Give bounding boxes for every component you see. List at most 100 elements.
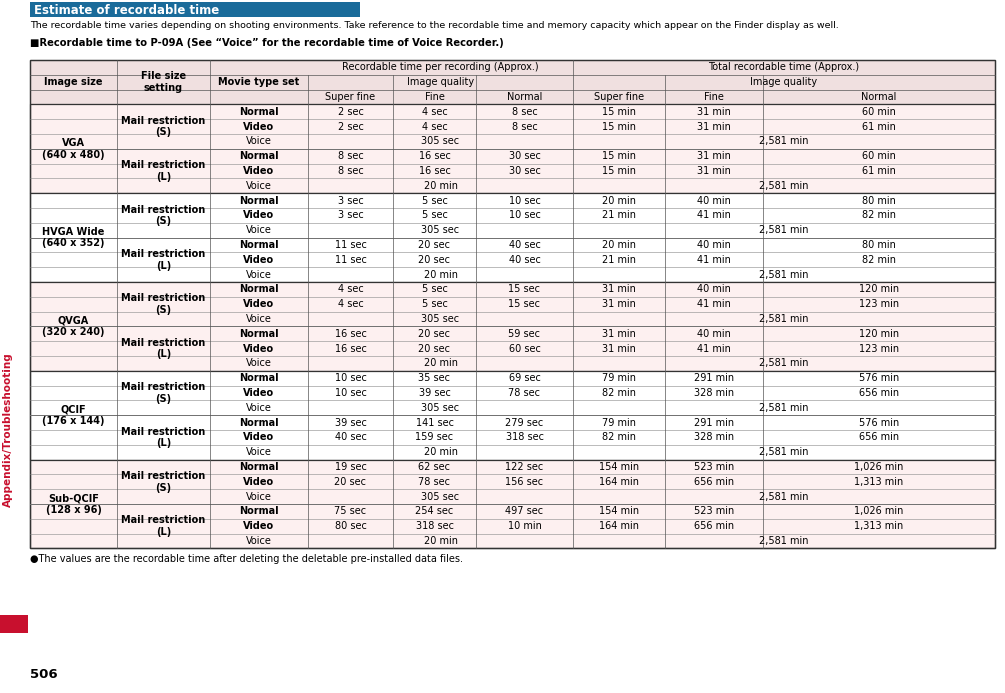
Text: 2,581 min: 2,581 min (759, 403, 809, 413)
Text: 19 sec: 19 sec (335, 462, 367, 472)
Text: Fine: Fine (424, 92, 444, 102)
Text: Image quality: Image quality (407, 77, 474, 87)
Text: 41 min: 41 min (697, 344, 731, 353)
Text: Estimate of recordable time: Estimate of recordable time (34, 3, 219, 17)
Text: 21 min: 21 min (602, 255, 636, 265)
Text: 15 min: 15 min (602, 166, 636, 176)
Text: 11 sec: 11 sec (335, 240, 367, 250)
Text: Video: Video (243, 211, 274, 220)
Text: Voice: Voice (246, 491, 272, 502)
Text: HVGA Wide
(640 x 352): HVGA Wide (640 x 352) (42, 227, 105, 248)
Text: 10 min: 10 min (508, 521, 542, 532)
Text: 3 sec: 3 sec (338, 211, 364, 220)
Text: 1,313 min: 1,313 min (854, 521, 903, 532)
Text: 20 sec: 20 sec (418, 344, 450, 353)
Text: 5 sec: 5 sec (421, 211, 447, 220)
Text: 39 sec: 39 sec (335, 418, 367, 428)
Text: 30 sec: 30 sec (509, 151, 541, 161)
Text: 3 sec: 3 sec (338, 195, 364, 206)
Text: 154 min: 154 min (599, 462, 639, 472)
Text: 523 min: 523 min (693, 507, 734, 516)
Text: 20 min: 20 min (423, 447, 457, 457)
Text: 41 min: 41 min (697, 255, 731, 265)
Text: 20 min: 20 min (602, 195, 636, 206)
Text: Normal: Normal (239, 195, 278, 206)
Text: 5 sec: 5 sec (421, 299, 447, 309)
Text: 656 min: 656 min (859, 388, 899, 398)
Text: 61 min: 61 min (862, 121, 895, 132)
Text: 2,581 min: 2,581 min (759, 491, 809, 502)
Text: 291 min: 291 min (693, 374, 734, 383)
Text: Sub-QCIF
(128 x 96): Sub-QCIF (128 x 96) (45, 493, 102, 515)
Text: 10 sec: 10 sec (335, 388, 367, 398)
Text: 40 min: 40 min (697, 195, 731, 206)
Text: 5 sec: 5 sec (421, 284, 447, 295)
Text: 305 sec: 305 sec (421, 314, 459, 324)
Text: 31 min: 31 min (602, 299, 636, 309)
Text: 82 min: 82 min (602, 388, 636, 398)
Text: 16 sec: 16 sec (335, 344, 367, 353)
Text: 15 min: 15 min (602, 151, 636, 161)
Text: 328 min: 328 min (693, 432, 734, 442)
Text: Normal: Normal (861, 92, 896, 102)
Text: 20 sec: 20 sec (418, 255, 450, 265)
Text: 60 sec: 60 sec (509, 344, 541, 353)
Text: ■Recordable time to P-09A (See “Voice” for the recordable time of Voice Recorder: ■Recordable time to P-09A (See “Voice” f… (30, 38, 504, 48)
Text: 41 min: 41 min (697, 211, 731, 220)
FancyBboxPatch shape (30, 105, 995, 193)
Text: Voice: Voice (246, 536, 272, 546)
FancyBboxPatch shape (30, 459, 995, 548)
Text: 8 sec: 8 sec (512, 121, 538, 132)
Text: Normal: Normal (239, 284, 278, 295)
Text: Mail restriction
(S): Mail restriction (S) (122, 116, 206, 137)
Text: Normal: Normal (507, 92, 542, 102)
Text: 40 min: 40 min (697, 284, 731, 295)
Text: 80 min: 80 min (862, 240, 895, 250)
Text: 20 sec: 20 sec (335, 477, 367, 486)
Text: 30 sec: 30 sec (509, 166, 541, 176)
Text: 82 min: 82 min (862, 211, 896, 220)
Text: 123 min: 123 min (859, 344, 899, 353)
Text: Video: Video (243, 432, 274, 442)
Text: 523 min: 523 min (693, 462, 734, 472)
FancyBboxPatch shape (30, 60, 995, 105)
Text: 2,581 min: 2,581 min (759, 225, 809, 235)
Text: Video: Video (243, 477, 274, 486)
Text: 78 sec: 78 sec (509, 388, 541, 398)
Text: 16 sec: 16 sec (418, 166, 450, 176)
Text: 16 sec: 16 sec (418, 151, 450, 161)
Text: 122 sec: 122 sec (506, 462, 544, 472)
Text: 656 min: 656 min (693, 521, 734, 532)
Text: 318 sec: 318 sec (506, 432, 544, 442)
Text: 21 min: 21 min (602, 211, 636, 220)
Text: Normal: Normal (239, 328, 278, 339)
Text: 60 min: 60 min (862, 151, 895, 161)
Text: 40 sec: 40 sec (509, 255, 541, 265)
Text: 1,026 min: 1,026 min (854, 462, 903, 472)
Text: 20 min: 20 min (423, 181, 457, 191)
Text: 279 sec: 279 sec (506, 418, 544, 428)
Text: 59 sec: 59 sec (509, 328, 541, 339)
Text: Super fine: Super fine (594, 92, 644, 102)
Text: Normal: Normal (239, 462, 278, 472)
Text: 154 min: 154 min (599, 507, 639, 516)
Text: Video: Video (243, 255, 274, 265)
Text: 31 min: 31 min (697, 166, 731, 176)
Text: VGA
(640 x 480): VGA (640 x 480) (42, 138, 105, 159)
Text: 80 sec: 80 sec (335, 521, 367, 532)
Text: 31 min: 31 min (602, 328, 636, 339)
Text: 1,026 min: 1,026 min (854, 507, 903, 516)
Text: Mail restriction
(L): Mail restriction (L) (122, 337, 206, 360)
Text: 39 sec: 39 sec (418, 388, 450, 398)
Text: 156 sec: 156 sec (506, 477, 544, 486)
Text: Mail restriction
(L): Mail restriction (L) (122, 249, 206, 270)
Text: 20 min: 20 min (602, 240, 636, 250)
FancyBboxPatch shape (30, 193, 995, 282)
Text: 16 sec: 16 sec (335, 328, 367, 339)
Text: 20 sec: 20 sec (418, 240, 450, 250)
Text: Mail restriction
(S): Mail restriction (S) (122, 204, 206, 226)
Text: Normal: Normal (239, 151, 278, 161)
Text: 75 sec: 75 sec (335, 507, 367, 516)
Text: 164 min: 164 min (599, 521, 639, 532)
Text: Movie type set: Movie type set (218, 77, 299, 87)
